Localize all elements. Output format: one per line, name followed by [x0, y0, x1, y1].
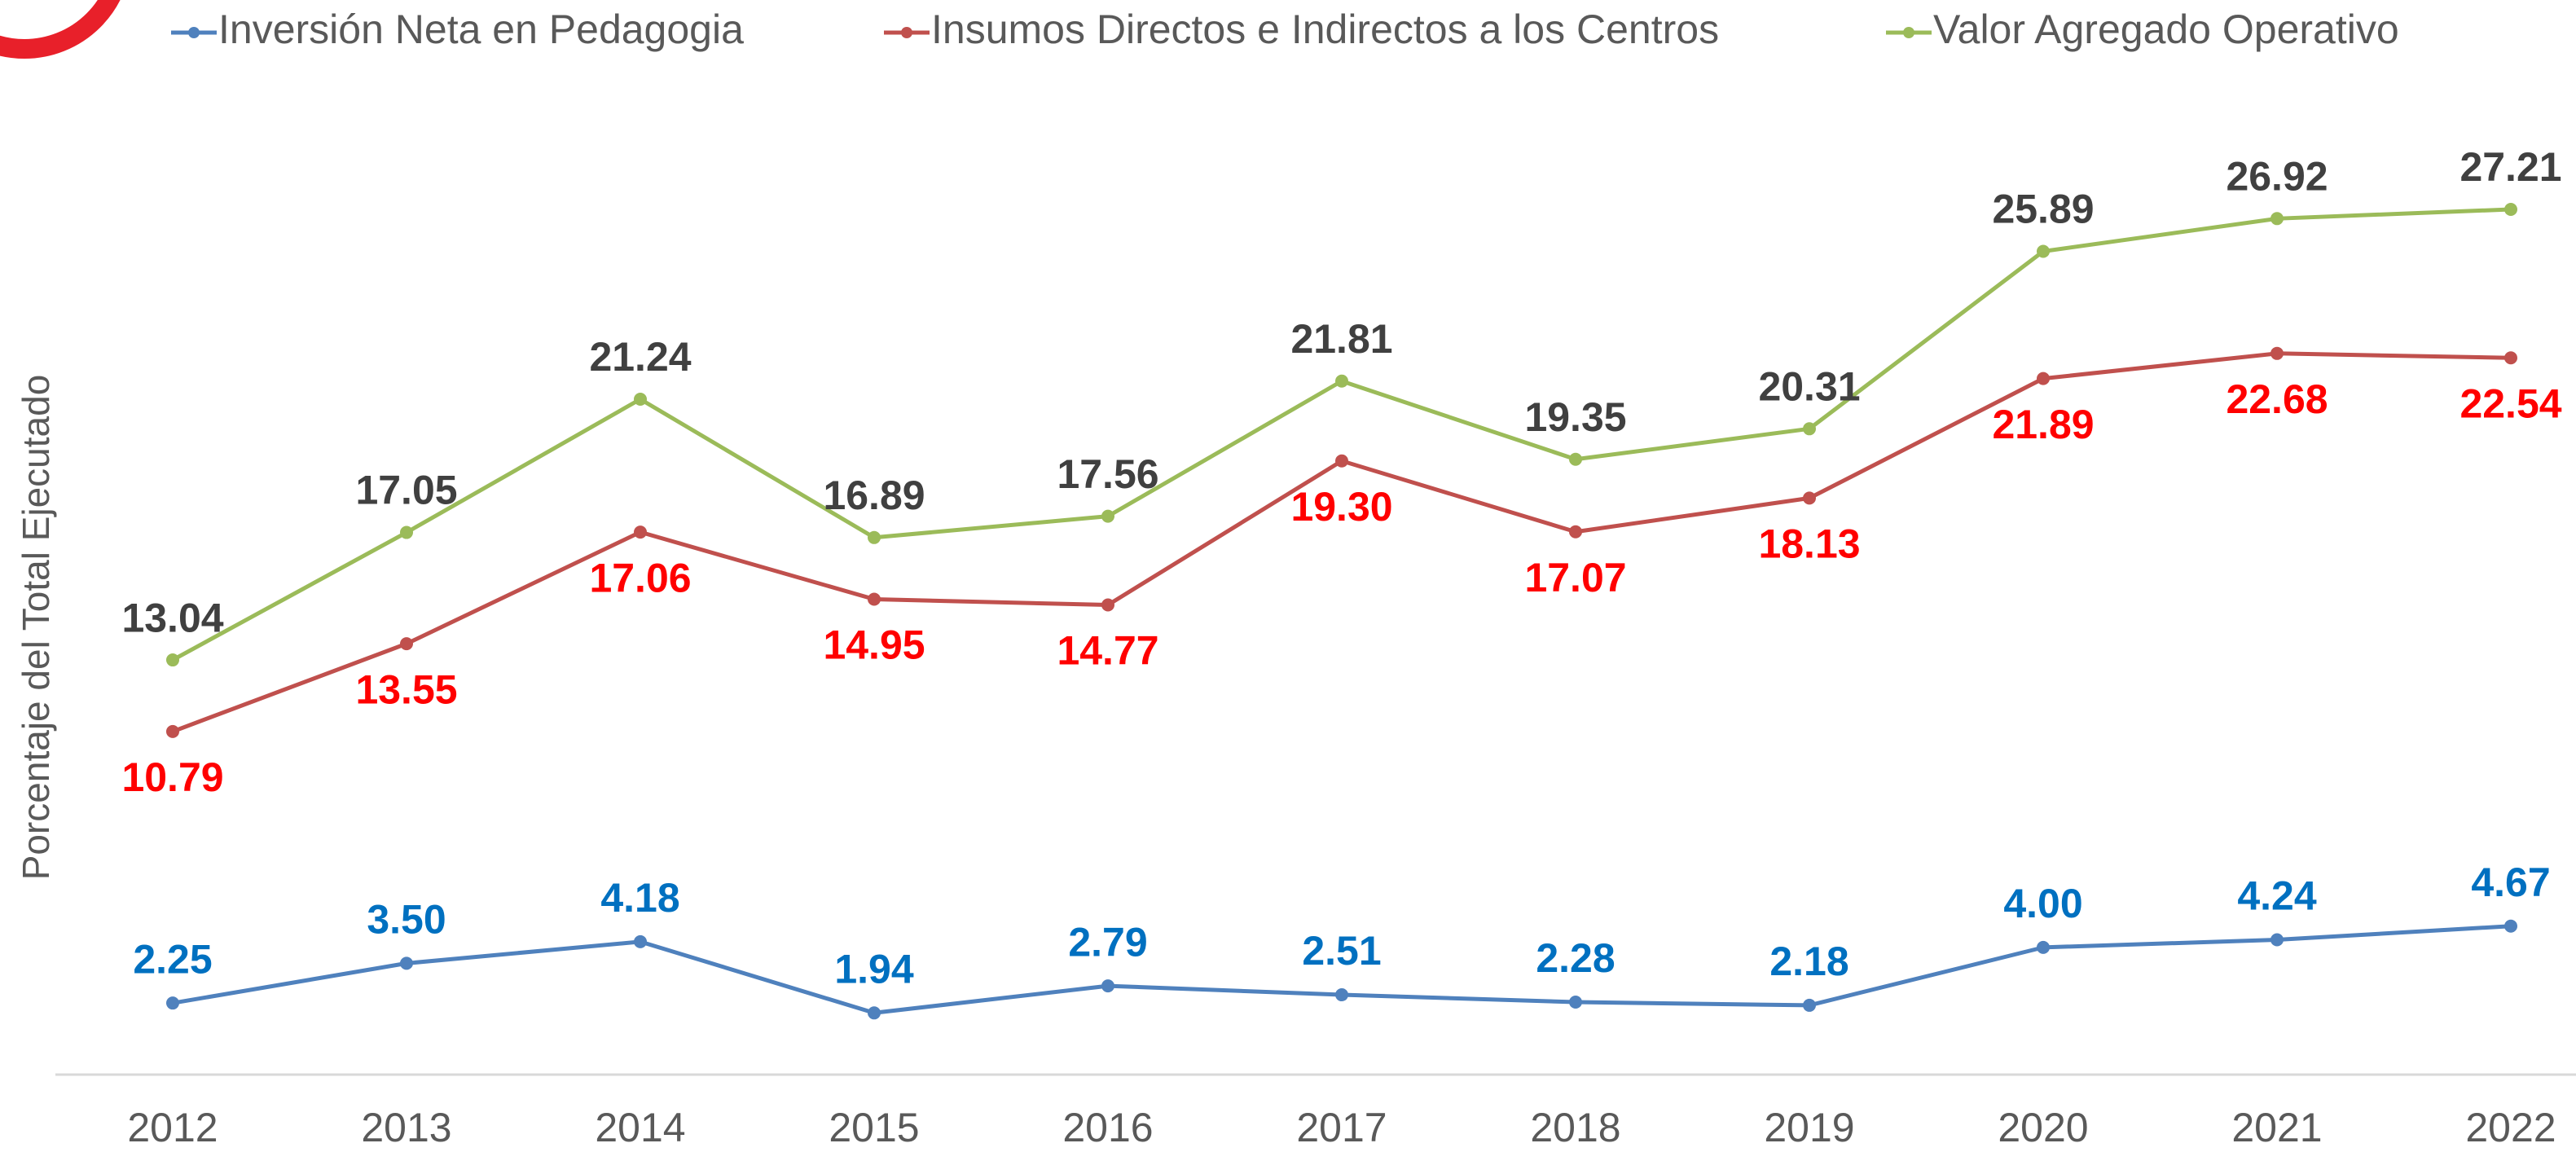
data-label: 27.21: [2460, 144, 2561, 190]
data-label: 19.30: [1290, 484, 1392, 530]
data-label: 2.28: [1536, 935, 1615, 981]
data-label: 21.89: [1992, 402, 2094, 447]
x-tick-label: 2015: [829, 1105, 919, 1150]
data-point: [634, 935, 647, 948]
data-point: [2037, 941, 2050, 954]
legend-marker: [901, 27, 912, 38]
x-tick-label: 2013: [361, 1105, 451, 1150]
data-point: [400, 637, 413, 650]
series-line: [173, 209, 2511, 660]
data-point: [1803, 999, 1816, 1012]
x-tick-label: 2019: [1764, 1105, 1854, 1150]
x-tick-label: 2020: [1998, 1105, 2088, 1150]
data-point: [166, 653, 179, 666]
legend-marker: [1903, 27, 1914, 38]
data-label: 4.67: [2471, 860, 2550, 905]
x-tick-label: 2012: [127, 1105, 218, 1150]
data-point: [1335, 375, 1348, 388]
x-tick-label: 2022: [2465, 1105, 2556, 1150]
data-point: [2270, 347, 2284, 360]
data-label: 3.50: [367, 897, 446, 943]
legend-label: Inversión Neta en Pedagogia: [218, 7, 744, 52]
data-point: [1569, 996, 1582, 1009]
data-point: [868, 1006, 881, 1019]
data-point: [1569, 525, 1582, 539]
data-point: [868, 531, 881, 544]
data-point: [634, 525, 647, 539]
data-label: 4.00: [2003, 881, 2082, 926]
data-point: [2504, 351, 2517, 364]
legend-marker: [188, 27, 200, 38]
data-label: 1.94: [834, 946, 914, 992]
data-label: 22.54: [2460, 380, 2561, 426]
data-point: [1335, 988, 1348, 1001]
legend-label: Valor Agregado Operativo: [1933, 7, 2399, 52]
data-point: [2270, 934, 2284, 947]
data-point: [1569, 453, 1582, 466]
data-label: 17.05: [355, 468, 457, 513]
data-label: 13.04: [121, 595, 223, 640]
x-tick-label: 2021: [2231, 1105, 2322, 1150]
data-point: [2270, 212, 2284, 225]
data-label: 2.25: [133, 936, 212, 982]
data-label: 22.68: [2226, 376, 2328, 422]
legend-label: Insumos Directos e Indirectos a los Cent…: [931, 7, 1719, 52]
data-label: 16.89: [823, 473, 925, 518]
data-label: 14.95: [823, 622, 925, 668]
data-label: 2.79: [1068, 919, 1147, 965]
data-label: 4.18: [600, 875, 679, 921]
data-label: 17.07: [1524, 555, 1626, 600]
series-line: [173, 354, 2511, 732]
data-label: 21.24: [589, 334, 691, 380]
data-label: 26.92: [2226, 154, 2328, 200]
data-point: [2504, 920, 2517, 933]
data-label: 10.79: [121, 754, 223, 800]
data-label: 25.89: [1992, 187, 2094, 232]
x-tick-label: 2018: [1530, 1105, 1620, 1150]
data-point: [400, 526, 413, 539]
data-point: [166, 996, 179, 1009]
y-axis-title: Porcentaje del Total Ejecutado: [15, 375, 57, 881]
decoration: [0, 0, 122, 49]
data-label: 2.18: [1769, 939, 1848, 984]
data-point: [1101, 979, 1114, 992]
data-label: 14.77: [1057, 628, 1158, 674]
data-point: [166, 725, 179, 738]
data-point: [1335, 455, 1348, 468]
data-label: 2.51: [1302, 928, 1381, 974]
data-label: 17.56: [1057, 451, 1158, 497]
chart: Porcentaje del Total Ejecutado 2012 2013 2…: [0, 0, 2576, 1152]
data-point: [1101, 599, 1114, 612]
data-point: [2037, 372, 2050, 385]
data-point: [2504, 203, 2517, 216]
data-point: [1803, 422, 1816, 435]
data-point: [2037, 245, 2050, 258]
data-label: 20.31: [1758, 364, 1860, 410]
data-point: [1803, 491, 1816, 504]
data-label: 21.81: [1290, 316, 1392, 362]
x-tick-label: 2016: [1062, 1105, 1153, 1150]
data-label: 17.06: [589, 555, 691, 600]
data-point: [1101, 510, 1114, 523]
data-point: [400, 956, 413, 970]
data-point: [634, 393, 647, 406]
data-label: 4.24: [2237, 873, 2317, 919]
data-point: [868, 593, 881, 606]
data-label: 13.55: [355, 666, 457, 712]
x-tick-label: 2014: [595, 1105, 685, 1150]
data-label: 18.13: [1758, 521, 1860, 567]
data-label: 19.35: [1524, 394, 1626, 440]
x-tick-label: 2017: [1296, 1105, 1387, 1150]
